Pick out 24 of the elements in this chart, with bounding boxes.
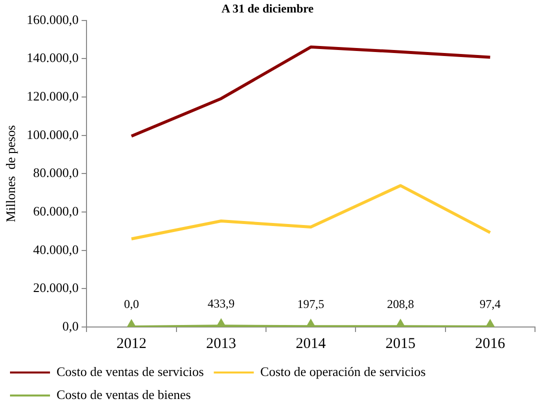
y-tick-label: 20.000,0: [33, 280, 79, 296]
x-tick-label: 2013: [206, 336, 236, 352]
y-axis-title: Millones de pesos: [3, 125, 18, 222]
legend-label: Costo de ventas de bienes: [56, 386, 191, 402]
data-label: 0,0: [124, 297, 139, 312]
y-tick-label: 120.000,0: [26, 88, 79, 104]
y-tick-label: 0,0: [62, 318, 79, 334]
y-tick-label: 60.000,0: [33, 203, 79, 218]
x-tick-label: 2012: [116, 336, 146, 352]
y-tick-label: 80.000,0: [33, 165, 79, 180]
data-label: 197,5: [297, 296, 324, 311]
legend-label: Costo de operación de servicios: [260, 364, 426, 379]
data-label: 208,8: [386, 296, 414, 311]
chart-title: A 31 de diciembre: [221, 1, 314, 16]
data-label: 97,4: [480, 296, 501, 311]
legend-label: Costo de ventas de servicios: [56, 364, 204, 379]
x-tick-label: 2014: [296, 336, 326, 352]
y-tick-label: 40.000,0: [33, 242, 79, 257]
y-tick-label: 140.000,0: [26, 50, 79, 66]
y-tick-label: 160.000,0: [26, 12, 79, 27]
x-tick-label: 2016: [475, 336, 506, 352]
x-tick-label: 2015: [385, 336, 416, 352]
y-tick-label: 100.000,0: [26, 126, 79, 142]
data-label: 433,9: [208, 296, 235, 310]
